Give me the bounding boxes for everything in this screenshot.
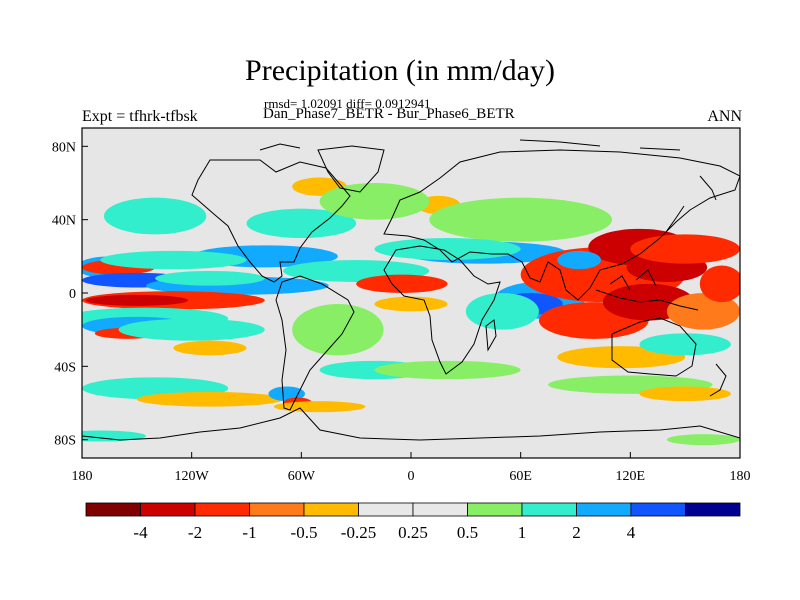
anomaly-region — [465, 293, 539, 330]
colorbar-swatch — [249, 502, 305, 517]
colorbar-label: 1 — [518, 523, 527, 542]
lat-tick-label: 40N — [52, 214, 76, 229]
lon-tick-label: 60E — [509, 469, 532, 484]
colorbar-label: -2 — [188, 523, 202, 542]
lon-tick-label: 180 — [730, 469, 751, 484]
colorbar-label: -4 — [133, 523, 148, 542]
anomaly-region — [82, 430, 146, 442]
longitude-axis: 180 120W 60W 0 60E 120E 180 — [72, 452, 751, 484]
colorbar-label: -0.25 — [341, 523, 376, 542]
lon-tick-label: 120E — [616, 469, 646, 484]
experiment-label: Expt = tfhrk-tfbsk — [82, 108, 198, 125]
anomaly-region — [374, 360, 521, 380]
lat-tick-label: 40S — [54, 360, 76, 375]
anomaly-region — [136, 392, 284, 407]
lon-tick-label: 60W — [288, 469, 316, 484]
colorbar-label: 0.5 — [457, 523, 478, 542]
colorbar-swatch — [85, 502, 141, 517]
coastline-australia — [611, 317, 697, 377]
anomaly-region — [356, 274, 448, 294]
anomaly-region — [85, 294, 189, 306]
anomaly-region — [666, 434, 740, 446]
chart-title: Precipitation (in mm/day) — [245, 54, 555, 87]
stats-label: rmsd= 1.02091 diff= 0.0912941 — [264, 96, 431, 111]
season-label: ANN — [707, 108, 742, 125]
anomaly-region — [557, 250, 602, 270]
coastline-indonesia — [595, 269, 699, 311]
anomaly-region — [319, 183, 430, 220]
colorbar-label: 0.25 — [398, 523, 428, 542]
plot-area — [82, 128, 740, 458]
colorbar-swatch — [358, 502, 414, 517]
colorbar-swatch — [303, 502, 359, 517]
anomaly-region — [639, 386, 731, 402]
anomaly-region — [155, 271, 265, 286]
colorbar-swatch — [194, 502, 250, 517]
colorbar-label: 4 — [627, 523, 636, 542]
lat-tick-label: 0 — [69, 287, 76, 302]
anomaly-region — [639, 333, 731, 356]
colorbar-label: -1 — [242, 523, 256, 542]
lat-tick-label: 80N — [52, 140, 76, 155]
coastline-arctic-islands — [259, 139, 681, 151]
colorbar-swatch — [685, 502, 741, 517]
colorbar-swatch — [140, 502, 196, 517]
colorbar-swatch — [630, 502, 686, 517]
anomaly-region — [630, 234, 740, 264]
coastline-new-zealand — [709, 363, 727, 397]
coastline-madagascar — [485, 319, 497, 352]
colorbar-label: -0.5 — [291, 523, 318, 542]
coastlines — [82, 139, 740, 441]
colorbar: -4 -2 -1 -0.5 -0.25 0.25 0.5 1 2 4 — [85, 502, 741, 542]
lon-tick-label: 120W — [175, 469, 210, 484]
coastline-north-america — [191, 159, 351, 283]
colorbar-label: 2 — [572, 523, 581, 542]
anomaly-field — [82, 177, 740, 446]
latitude-axis: 80N 40N 0 40S 80S — [52, 140, 88, 449]
anomaly-region — [273, 401, 366, 413]
anomaly-region — [699, 265, 740, 303]
lat-tick-label: 80S — [54, 434, 76, 449]
anomaly-region — [103, 197, 207, 235]
anomaly-region — [246, 208, 357, 238]
anomaly-region — [118, 318, 265, 341]
chart-subtitle: Dan_Phase7_BETR - Bur_Phase6_BETR — [263, 106, 515, 122]
coastline-eurasia — [383, 149, 740, 301]
anomaly-region — [292, 304, 384, 356]
anomaly-region — [374, 238, 521, 260]
colorbar-swatch — [576, 502, 632, 517]
coastline-africa — [383, 245, 501, 375]
anomaly-region — [374, 296, 448, 312]
coastline-south-america — [275, 275, 355, 411]
colorbar-swatch — [412, 502, 468, 517]
anomaly-region — [173, 340, 247, 356]
lon-tick-label: 0 — [408, 469, 415, 484]
colorbar-swatch — [467, 502, 523, 517]
colorbar-swatch — [521, 502, 577, 517]
coastline-greenland — [317, 145, 385, 193]
lon-tick-label: 180 — [72, 469, 93, 484]
coastline-antarctica — [82, 407, 740, 441]
anomaly-region — [100, 250, 247, 270]
coastline-japan — [665, 175, 717, 233]
anomaly-region — [429, 197, 613, 242]
